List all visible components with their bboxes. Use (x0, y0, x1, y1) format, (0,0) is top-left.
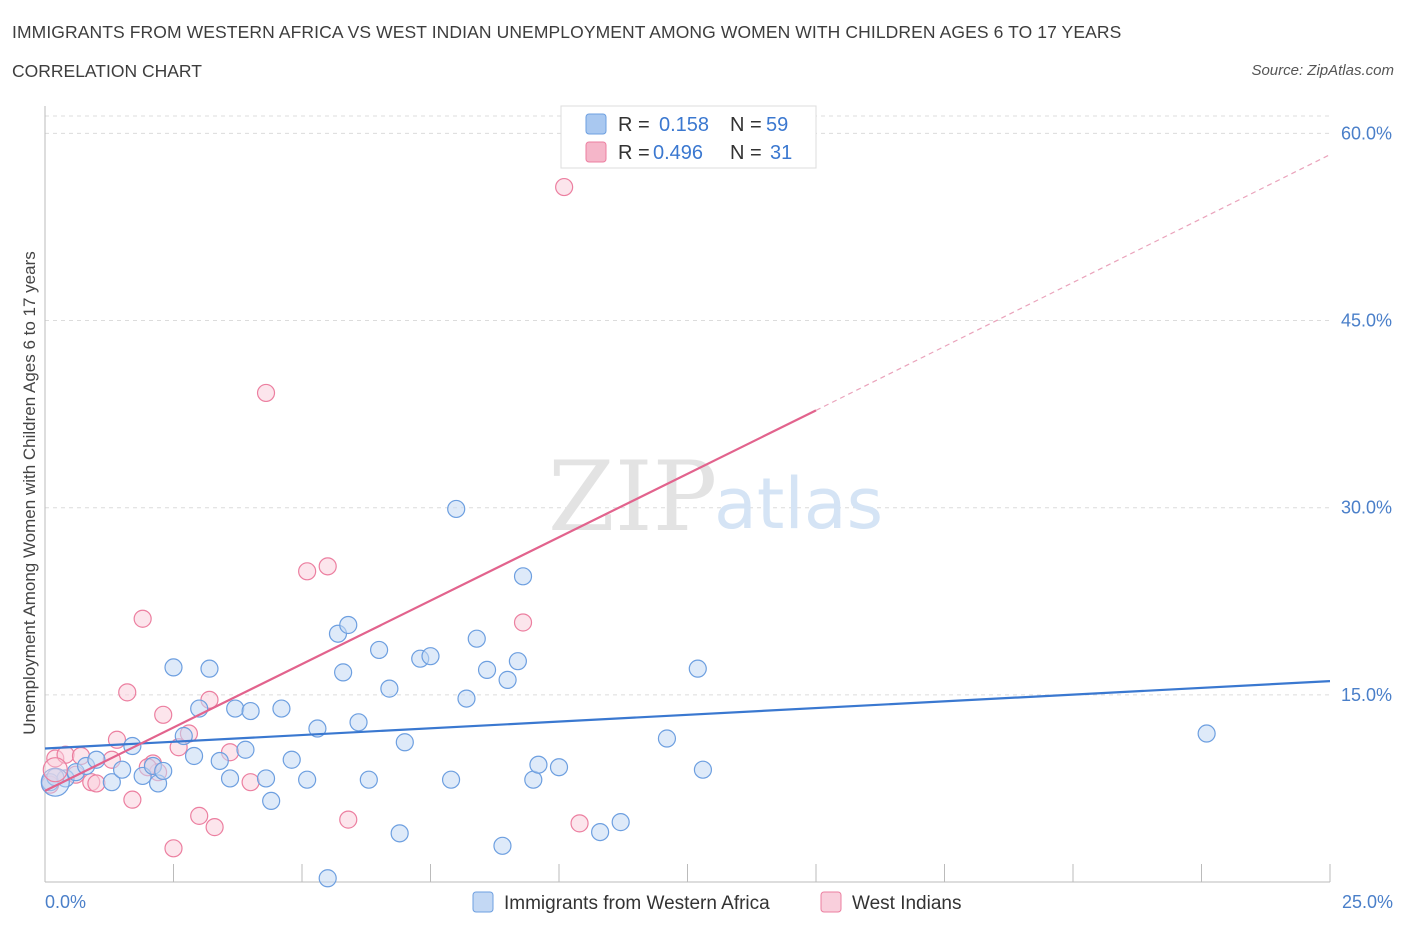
point-series0-40 (477, 660, 497, 679)
legend-n-value-1: 59 (766, 114, 788, 136)
point-series0-47 (549, 758, 569, 777)
chart-title: IMMIGRANTS FROM WESTERN AFRICA VS WEST I… (12, 22, 1122, 42)
point-series0-15 (210, 751, 229, 771)
point-series0-14 (200, 659, 219, 678)
series-legend-label-1: Immigrants from Western Africa (504, 893, 770, 914)
point-series0-24 (298, 770, 317, 789)
point-series1-9 (118, 683, 137, 702)
legend-r-value-2: 0.496 (653, 142, 703, 164)
legend-n-label-2: N = (730, 142, 762, 164)
point-series0-48 (591, 822, 610, 842)
point-series1-15 (164, 839, 183, 858)
legend-n-value-2: 31 (770, 142, 792, 164)
point-series0-19 (241, 701, 260, 721)
legend-r-label-1: R = (618, 114, 650, 136)
point-cluster-pink (42, 757, 68, 783)
source-credit: Source: ZipAtlas.com (1251, 62, 1394, 79)
point-series0-10 (164, 658, 183, 677)
point-series0-29 (349, 713, 368, 732)
x-tick-label-1: 25.0% (1342, 892, 1393, 912)
point-series1-29 (570, 814, 589, 833)
trend-line-blue (44, 680, 1331, 750)
point-series1-22 (241, 773, 260, 792)
point-series0-54 (447, 499, 466, 519)
chart-subtitle: CORRELATION CHART (12, 61, 202, 81)
point-series0-52 (693, 760, 713, 779)
trend-lines (44, 154, 1331, 792)
point-series1-26 (339, 810, 358, 829)
point-series0-25 (308, 719, 327, 738)
point-series0-41 (493, 836, 512, 855)
y-tick-label-0: 15.0% (1341, 685, 1392, 705)
point-series0-20 (256, 769, 276, 788)
point-series0-46 (529, 755, 548, 774)
legend-swatch-blue (585, 113, 607, 135)
point-series0-5 (102, 773, 121, 792)
point-series1-10 (123, 790, 142, 809)
legend-r-value-1: 0.158 (659, 114, 709, 136)
point-series1-11 (133, 609, 152, 628)
series-legend-swatch-2 (820, 891, 842, 913)
point-series0-42 (498, 670, 517, 689)
point-series1-14 (154, 705, 173, 724)
point-series0-21 (262, 791, 281, 811)
y-tick-label-2: 45.0% (1341, 311, 1392, 331)
point-series0-18 (236, 740, 255, 759)
series-legend-label-2: West Indians (852, 893, 961, 914)
stats-legend: R = 0.158 N = 59 R = 0.496 N = 31 (560, 105, 817, 169)
point-series0-34 (395, 733, 414, 752)
watermark-zip: ZIP (548, 441, 717, 553)
point-series1-25 (318, 557, 337, 576)
point-series0-33 (390, 824, 409, 843)
point-series0-37 (441, 770, 461, 789)
point-series0-28 (339, 615, 358, 635)
series-legend: Immigrants from Western Africa West Indi… (472, 891, 961, 914)
point-series0-26 (318, 869, 337, 888)
legend-n-label-1: N = (730, 114, 762, 136)
watermark: ZIP atlas (548, 441, 883, 553)
x-tick-label-0: 0.0% (45, 892, 86, 912)
point-series0-57 (112, 760, 132, 779)
point-series1-20 (205, 818, 224, 837)
point-series0-44 (513, 567, 533, 586)
point-series0-50 (657, 729, 677, 748)
point-series0-53 (334, 663, 353, 682)
y-tick-label-3: 60.0% (1341, 123, 1392, 143)
point-series1-24 (298, 562, 317, 581)
series-legend-swatch-1 (472, 891, 494, 913)
point-series1-23 (256, 383, 276, 403)
legend-r-label-2: R = (618, 142, 650, 164)
point-series0-16 (220, 769, 240, 788)
point-series0-31 (370, 640, 389, 660)
point-series0-22 (272, 699, 291, 718)
point-series0-38 (457, 689, 476, 708)
point-series0-43 (508, 652, 527, 671)
tick-labels: 15.0% 30.0% 45.0% 60.0% 0.0% 25.0% (45, 123, 1393, 912)
point-series1-18 (190, 806, 209, 825)
trend-line-pink-extension (815, 154, 1331, 411)
y-tick-label-1: 30.0% (1341, 498, 1392, 518)
legend-swatch-pink (585, 141, 607, 163)
point-series0-36 (421, 647, 440, 666)
point-series0-23 (282, 750, 301, 769)
gridlines (45, 115, 1330, 696)
point-series0-51 (688, 659, 707, 678)
y-axis-label: Unemployment Among Women with Children A… (20, 251, 39, 735)
point-series0-49 (611, 813, 630, 832)
point-series1-6 (87, 774, 106, 793)
point-series0-32 (380, 679, 399, 698)
point-series0-17 (226, 699, 245, 718)
axes (44, 106, 1331, 883)
trend-line-pink (44, 409, 817, 792)
point-series1-28 (555, 177, 574, 197)
watermark-atlas: atlas (714, 463, 883, 545)
point-series0-58 (154, 761, 173, 781)
point-series0-12 (184, 746, 204, 766)
point-series1-27 (513, 613, 533, 632)
point-series0-55 (1197, 724, 1216, 743)
point-series0-39 (467, 629, 486, 648)
point-series0-30 (359, 770, 378, 789)
